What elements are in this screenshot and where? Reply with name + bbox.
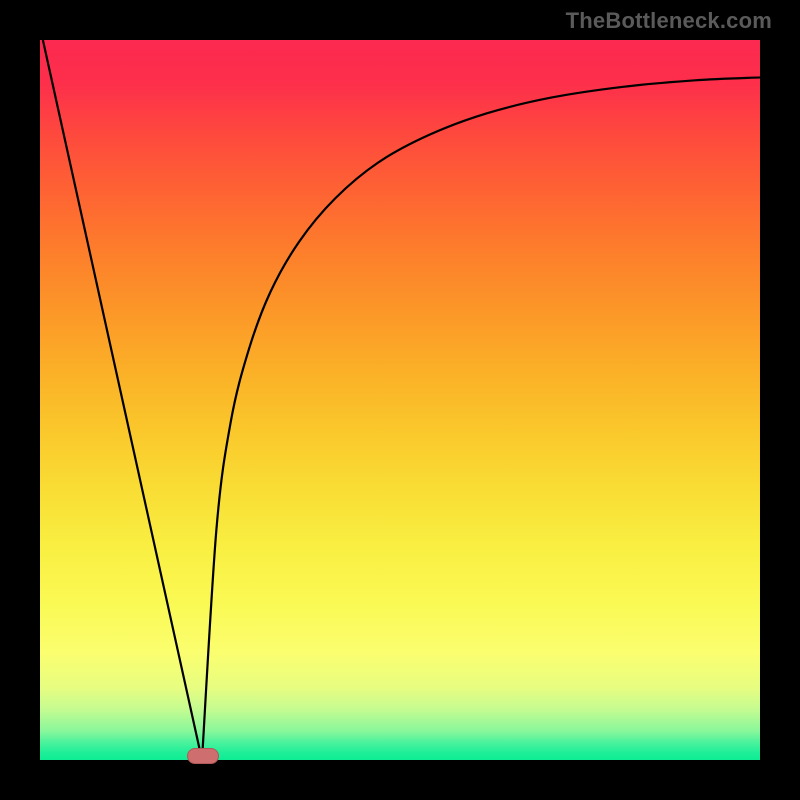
plot-area xyxy=(40,40,760,760)
chart-container: TheBottleneck.com xyxy=(0,0,800,800)
bottleneck-curve xyxy=(40,40,760,760)
watermark-text: TheBottleneck.com xyxy=(566,8,772,34)
vertex-marker xyxy=(187,748,219,764)
curve-path xyxy=(43,40,760,760)
